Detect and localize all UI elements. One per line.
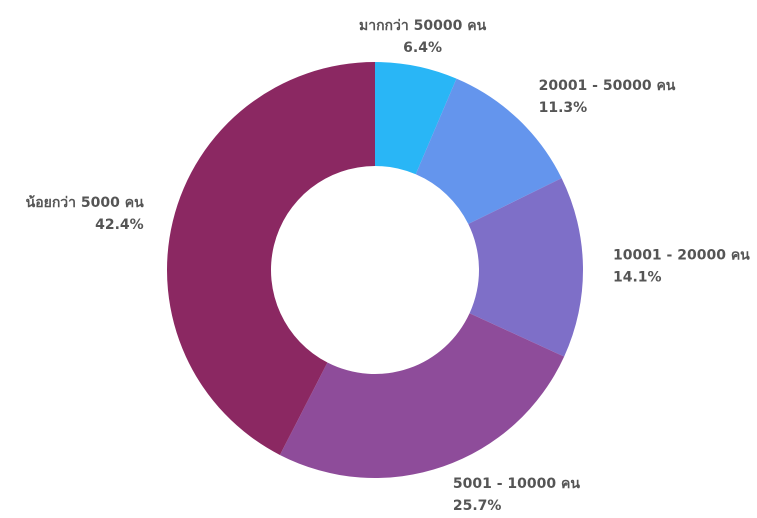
- slice-value-label: 42.4%: [95, 217, 144, 233]
- slice-value-label: 6.4%: [403, 40, 442, 56]
- slice-label: 20001 - 50000 คน: [539, 78, 676, 94]
- slice-label: น้อยกว่า 5000 คน: [26, 195, 144, 211]
- slice-value-label: 14.1%: [613, 270, 662, 286]
- slice-label: 5001 - 10000 คน: [453, 476, 580, 492]
- donut-slice: [415, 78, 562, 225]
- slice-value-label: 11.3%: [539, 100, 588, 116]
- slice-label: มากกว่า 50000 คน: [359, 18, 487, 34]
- donut-slice: [375, 62, 457, 175]
- donut-slice: [166, 62, 375, 455]
- slice-label: 10001 - 20000 คน: [613, 248, 750, 264]
- donut-slice: [279, 313, 565, 479]
- donut-slice: [468, 178, 583, 357]
- slice-value-label: 25.7%: [453, 498, 502, 514]
